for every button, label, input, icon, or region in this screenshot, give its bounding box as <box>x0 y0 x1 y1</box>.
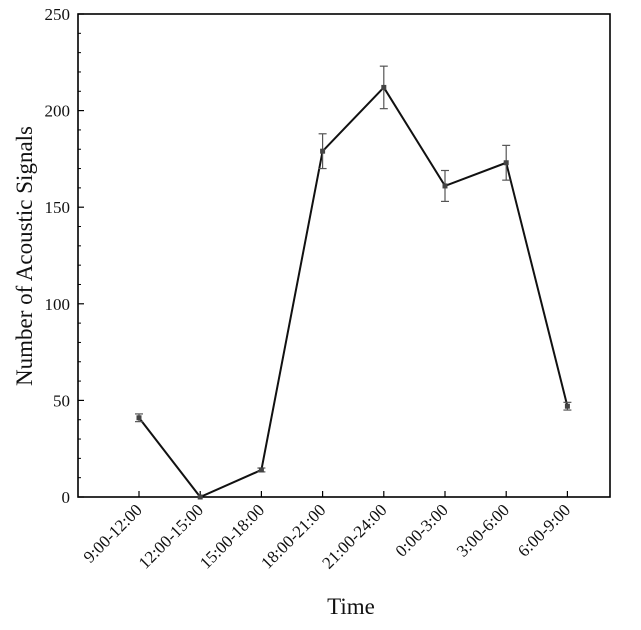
y-tick-label: 250 <box>45 5 71 24</box>
y-tick-label: 0 <box>62 488 71 507</box>
x-tick-label: 15:00-18:00 <box>196 500 268 572</box>
x-axis-title: Time <box>327 594 375 619</box>
data-point <box>320 148 326 154</box>
data-point <box>136 415 142 421</box>
x-tick-label: 9:00-12:00 <box>80 500 146 566</box>
data-point <box>564 403 570 409</box>
data-point <box>503 160 509 166</box>
x-tick-label: 0:00-3:00 <box>392 500 452 560</box>
data-point <box>258 467 264 473</box>
x-tick-label: 6:00-9:00 <box>514 500 574 560</box>
y-tick-label: 100 <box>45 295 71 314</box>
data-point <box>442 183 448 189</box>
plot-area: 0 50 100 150 200 250 9:00-12:0012:00-15:0015:0… <box>45 5 611 573</box>
y-tick-label: 200 <box>45 102 71 121</box>
y-tick-label: 50 <box>53 391 70 410</box>
x-tick-label: 21:00-24:00 <box>318 500 390 572</box>
data-point <box>381 84 387 90</box>
x-tick-label: 18:00-21:00 <box>257 500 329 572</box>
x-tick-label: 3:00-6:00 <box>453 500 513 560</box>
series-line <box>138 85 569 499</box>
y-axis-title: Number of Acoustic Signals <box>12 126 37 386</box>
data-point <box>197 494 203 500</box>
plot-frame <box>77 13 611 498</box>
x-tick-label: 12:00-15:00 <box>135 500 207 572</box>
y-tick-label: 150 <box>45 198 71 217</box>
